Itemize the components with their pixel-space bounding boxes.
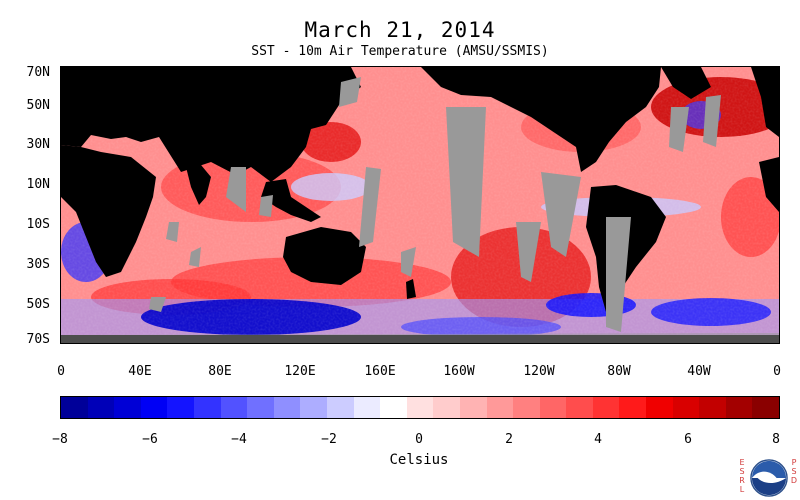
lat-label-10n: 10N: [26, 177, 50, 192]
lon-label-120e: 120E: [284, 364, 316, 379]
colorbar-swatch: [114, 397, 141, 418]
colorbar-swatch: [699, 397, 726, 418]
lon-label-160w: 160W: [443, 364, 475, 379]
lon-label-160e: 160E: [364, 364, 396, 379]
lat-label-50s: 50S: [26, 297, 50, 312]
missing-data-regions: [61, 77, 779, 343]
colorbar-swatch: [486, 397, 514, 418]
colorbar-unit-label: Celsius: [389, 452, 449, 468]
colorbar-swatch: [459, 397, 487, 418]
colorbar-swatch: [566, 397, 593, 418]
sst-anomaly-map: [60, 66, 780, 344]
colorbar-swatch: [353, 397, 381, 418]
colorbar-tick-label: 8: [772, 432, 780, 447]
colorbar-swatch: [752, 397, 780, 418]
colorbar-tick-label: −4: [231, 432, 247, 447]
colorbar-swatch: [725, 397, 753, 418]
colorbar-tick-label: −6: [142, 432, 158, 447]
colorbar-swatch: [220, 397, 248, 418]
colorbar-swatch: [380, 397, 407, 418]
colorbar-swatch: [140, 397, 168, 418]
colorbar-swatch: [326, 397, 354, 418]
colorbar-swatch: [300, 397, 327, 418]
lat-label-10s: 10S: [26, 217, 50, 232]
colorbar-swatch: [619, 397, 647, 418]
colorbar-swatch: [61, 397, 88, 418]
colorbar-tick-label: −8: [52, 432, 68, 447]
colorbar-swatch: [406, 397, 434, 418]
lat-label-70n: 70N: [26, 65, 50, 80]
lon-label-120w: 120W: [523, 364, 555, 379]
colorbar-swatch: [433, 397, 460, 418]
colorbar-swatch: [646, 397, 673, 418]
colorbar-tick-label: 6: [684, 432, 692, 447]
noaa-logo-icon: [750, 459, 788, 497]
lon-label-40w: 40W: [687, 364, 711, 379]
colorbar-swatch: [87, 397, 115, 418]
colorbar-swatch: [513, 397, 540, 418]
lon-label-40e: 40E: [128, 364, 152, 379]
colorbar-swatch: [672, 397, 700, 418]
lon-label-0: 0: [57, 364, 65, 379]
colorbar-swatch: [592, 397, 620, 418]
colorbar-tick-label: 2: [505, 432, 513, 447]
colorbar-tick-label: 0: [415, 432, 423, 447]
colorbar-tick-label: 4: [594, 432, 602, 447]
colorbar-swatch: [247, 397, 274, 418]
colorbar-swatch: [273, 397, 301, 418]
temperature-colorbar: [60, 396, 780, 419]
colorbar-swatch: [167, 397, 194, 418]
lat-label-30s: 30S: [26, 257, 50, 272]
lat-label-70s: 70S: [26, 332, 50, 347]
colorbar-swatch: [193, 397, 221, 418]
colorbar-tick-label: −2: [321, 432, 337, 447]
lon-label-0-east: 0: [773, 364, 781, 379]
lon-label-80w: 80W: [607, 364, 631, 379]
map-title: March 21, 2014: [304, 18, 496, 42]
map-subtitle: SST - 10m Air Temperature (AMSU/SSMIS): [251, 44, 549, 59]
lat-label-50n: 50N: [26, 98, 50, 113]
colorbar-swatch: [539, 397, 567, 418]
lat-label-30n: 30N: [26, 137, 50, 152]
lon-label-80e: 80E: [208, 364, 232, 379]
